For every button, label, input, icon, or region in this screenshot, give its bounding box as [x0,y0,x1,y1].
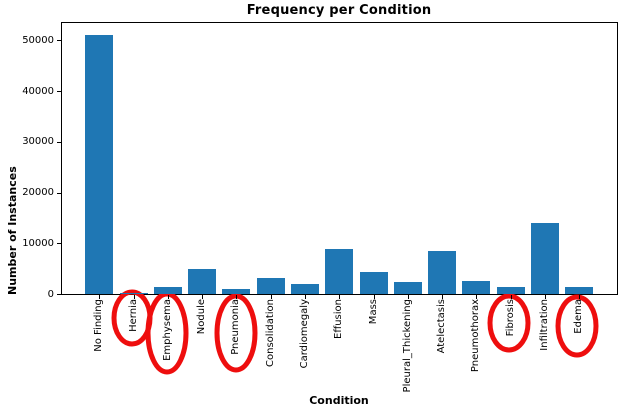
x-tick-label-no-finding: No Finding [93,299,104,352]
x-tick-label-pleural-thickening: Pleural_Thickening [402,299,413,393]
x-tick-label-edema: Edema [573,299,584,334]
bar-nodule [188,269,216,294]
x-tick-label-emphysema: Emphysema [162,299,173,361]
x-tick-mark [374,295,375,299]
x-tick-label-atelectasis: Atelectasis [436,299,447,354]
x-tick-label-nodule: Nodule [196,299,207,335]
bar-no-finding [85,35,113,294]
bar-hernia [120,293,148,294]
y-tick-label: 10000 [22,237,54,249]
y-tick-label: 0 [47,288,54,300]
x-tick-label-pneumonia: Pneumonia [230,299,241,355]
x-tick-mark [236,295,237,299]
bar-infiltration [531,223,559,294]
x-tick-mark [408,295,409,299]
chart-title: Frequency per Condition [246,3,432,18]
y-tick-label: 30000 [22,136,54,148]
bar-pneumothorax [462,281,490,294]
x-tick-mark [271,295,272,299]
bar-fibrosis [497,287,525,294]
y-tick-mark [57,243,61,245]
x-tick-label-cardiomegaly: Cardiomegaly [299,299,310,369]
x-tick-mark [442,295,443,299]
y-tick-mark [57,141,61,143]
x-tick-mark [545,295,546,299]
y-tick-label: 20000 [22,187,54,198]
x-tick-label-infiltration: Infiltration [539,299,550,351]
x-tick-mark [134,295,135,299]
x-tick-mark [579,295,580,299]
bar-edema [565,287,593,294]
bar-cardiomegaly [291,284,319,294]
y-tick-label: 50000 [22,34,54,46]
x-tick-mark [99,295,100,299]
x-tick-mark [305,295,306,299]
bar-mass [360,272,388,294]
bar-pleural-thickening [394,282,422,294]
x-tick-mark [511,295,512,299]
x-tick-label-consolidation: Consolidation [265,299,276,367]
y-tick-mark [57,40,61,42]
y-tick-mark [57,91,61,92]
bar-effusion [325,249,353,294]
x-tick-label-fibrosis: Fibrosis [505,299,516,337]
x-tick-mark [168,295,169,299]
y-tick-label: 40000 [22,85,54,97]
bar-emphysema [154,287,182,294]
x-tick-mark [202,295,203,299]
x-axis-label: Condition [309,394,369,407]
y-tick-mark [57,294,61,295]
y-tick-mark [57,192,61,194]
bar-pneumonia [222,289,250,294]
x-tick-label-effusion: Effusion [333,299,344,339]
y-axis-label: Number of Instances [6,166,19,295]
x-tick-mark [476,295,477,299]
bar-atelectasis [428,251,456,294]
x-tick-label-mass: Mass [368,299,379,325]
bar-consolidation [257,278,285,294]
x-tick-mark [339,295,340,299]
x-tick-label-pneumothorax: Pneumothorax [470,299,481,373]
x-tick-label-hernia: Hernia [128,299,139,332]
